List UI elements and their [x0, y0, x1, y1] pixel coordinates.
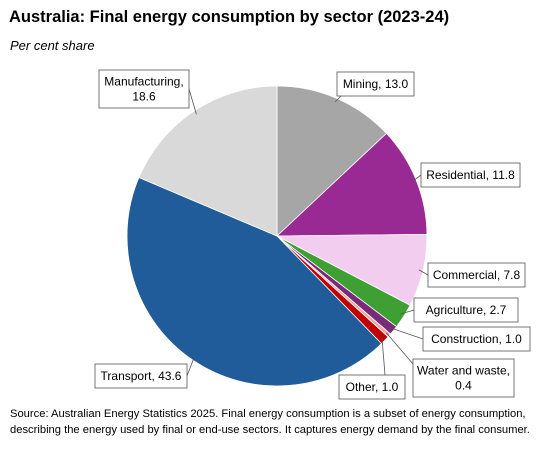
slice-label-box [94, 363, 188, 389]
slice-label-text: Commercial, 7.8 [433, 268, 521, 282]
slice-label-text: Residential, 11.8 [426, 168, 515, 182]
slice-label-commercial: Commercial, 7.8 [427, 262, 526, 288]
slice-label-box [420, 162, 521, 188]
leader-line-water-and-waste [385, 332, 414, 365]
slice-label-text: Manufacturing, 18.6 [104, 75, 183, 104]
slice-label-water-and-waste: Water and waste, 0.4 [412, 358, 515, 398]
slice-label-construction: Construction, 1.0 [422, 326, 531, 352]
leader-line-residential [412, 174, 422, 182]
slice-labels: Mining, 13.0 Residential, 11.8 Commercial,… [94, 69, 531, 400]
slice-label-other: Other, 1.0 [338, 374, 406, 400]
slice-label-box [413, 297, 519, 323]
chart-subtitle: Per cent share [10, 38, 95, 53]
slice-label-text: Transport, 43.6 [101, 369, 182, 383]
slice-label-text: Agriculture, 2.7 [426, 303, 507, 317]
slice-label-transport: Transport, 43.6 [94, 363, 188, 389]
slice-label-box [412, 358, 515, 398]
slice-label-box [338, 374, 406, 400]
slice-label-text: Construction, 1.0 [431, 332, 522, 346]
source-note: Source: Australian Energy Statistics 202… [10, 408, 530, 436]
pie-slice-residential [275, 132, 428, 237]
slice-label-box [336, 71, 415, 97]
chart-title: Australia: Final energy consumption by s… [9, 8, 450, 26]
slice-label-manufacturing: Manufacturing, 18.6 [98, 69, 190, 109]
leader-line-manufacturing [188, 88, 197, 115]
slice-label-residential: Residential, 11.8 [420, 162, 521, 188]
leader-line-commercial [418, 269, 429, 276]
leader-line-transport [186, 356, 195, 377]
slice-label-box [422, 326, 531, 352]
slice-label-text: Water and waste, 0.4 [417, 364, 510, 393]
slice-label-text: Mining, 13.0 [343, 77, 409, 91]
slice-label-agriculture: Agriculture, 2.7 [413, 297, 519, 323]
pie-slice-transport [126, 176, 383, 387]
pie-slices [126, 85, 428, 387]
slice-label-text: Other, 1.0 [346, 380, 399, 394]
slice-label-box [98, 69, 190, 109]
leader-line-construction [390, 327, 424, 340]
pie-slice-mining [276, 85, 387, 237]
leader-line-agriculture [400, 309, 415, 315]
pie-slice-manufacturing [138, 85, 278, 237]
slice-label-box [427, 262, 526, 288]
slice-label-mining: Mining, 13.0 [336, 71, 415, 97]
